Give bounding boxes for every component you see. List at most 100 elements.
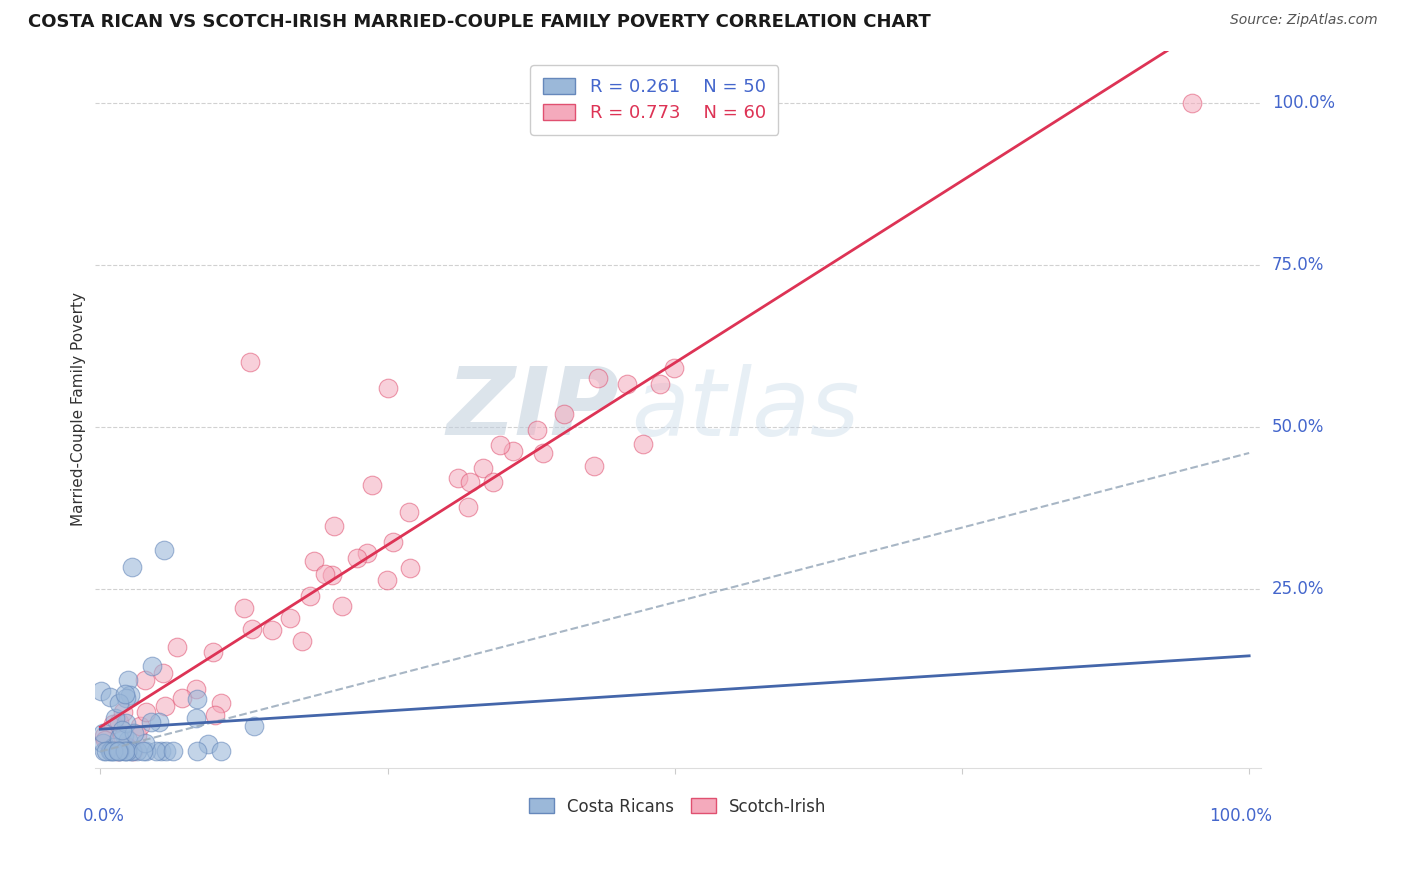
Scotch-Irish	[346, 550, 368, 565]
Scotch-Irish	[105, 742, 128, 756]
Scotch-Irish	[122, 744, 145, 758]
Scotch-Irish	[631, 437, 654, 451]
Costa Ricans	[114, 690, 136, 705]
Costa Ricans	[121, 559, 143, 574]
Scotch-Irish	[152, 665, 174, 680]
Scotch-Irish	[375, 573, 398, 587]
Scotch-Irish	[115, 740, 138, 755]
Scotch-Irish	[111, 706, 134, 720]
Costa Ricans	[108, 696, 131, 710]
Text: 25.0%: 25.0%	[1272, 581, 1324, 599]
Scotch-Irish	[209, 696, 232, 710]
Scotch-Irish	[583, 458, 606, 473]
Scotch-Irish	[457, 500, 479, 514]
Costa Ricans	[108, 731, 131, 745]
Scotch-Irish	[170, 691, 193, 706]
Costa Ricans	[100, 744, 122, 758]
Scotch-Irish	[586, 371, 609, 385]
Costa Ricans	[184, 711, 207, 725]
Costa Ricans	[141, 715, 163, 730]
Costa Ricans	[117, 732, 139, 747]
Y-axis label: Married-Couple Family Poverty: Married-Couple Family Poverty	[72, 293, 86, 526]
Costa Ricans	[108, 744, 131, 758]
Costa Ricans	[145, 744, 167, 758]
Scotch-Irish	[531, 446, 554, 460]
Costa Ricans	[132, 744, 155, 758]
Costa Ricans	[124, 726, 146, 740]
Scotch-Irish	[616, 376, 638, 391]
Scotch-Irish	[482, 475, 505, 490]
Costa Ricans	[111, 723, 134, 737]
Costa Ricans	[120, 688, 142, 702]
Costa Ricans	[141, 659, 163, 673]
Scotch-Irish	[662, 361, 685, 376]
Costa Ricans	[209, 744, 232, 758]
Scotch-Irish	[298, 590, 321, 604]
Scotch-Irish	[322, 519, 344, 533]
Scotch-Irish	[94, 733, 117, 747]
Costa Ricans	[112, 728, 135, 742]
Scotch-Irish	[134, 673, 156, 687]
Text: 100.0%: 100.0%	[1209, 807, 1272, 825]
Costa Ricans	[150, 744, 173, 758]
Scotch-Irish	[398, 505, 420, 519]
Scotch-Irish	[166, 640, 188, 655]
Text: 100.0%: 100.0%	[1272, 94, 1334, 112]
Scotch-Irish	[291, 634, 314, 648]
Scotch-Irish	[377, 381, 399, 395]
Costa Ricans	[117, 744, 139, 758]
Scotch-Irish	[489, 437, 512, 451]
Scotch-Irish	[382, 534, 405, 549]
Scotch-Irish	[262, 624, 284, 638]
Scotch-Irish	[232, 600, 254, 615]
Costa Ricans	[197, 737, 219, 751]
Scotch-Irish	[356, 546, 378, 560]
Scotch-Irish	[321, 568, 343, 582]
Scotch-Irish	[398, 560, 420, 574]
Legend: Costa Ricans, Scotch-Irish: Costa Ricans, Scotch-Irish	[520, 789, 835, 824]
Scotch-Irish	[330, 599, 353, 614]
Scotch-Irish	[304, 554, 326, 568]
Text: COSTA RICAN VS SCOTCH-IRISH MARRIED-COUPLE FAMILY POVERTY CORRELATION CHART: COSTA RICAN VS SCOTCH-IRISH MARRIED-COUP…	[28, 13, 931, 31]
Costa Ricans	[107, 744, 129, 758]
Text: ZIP: ZIP	[447, 363, 619, 455]
Costa Ricans	[115, 715, 138, 730]
Scotch-Irish	[239, 355, 262, 369]
Costa Ricans	[94, 744, 117, 758]
Scotch-Irish	[1181, 95, 1204, 110]
Scotch-Irish	[153, 698, 176, 713]
Costa Ricans	[120, 744, 142, 758]
Scotch-Irish	[314, 566, 336, 581]
Costa Ricans	[103, 744, 125, 758]
Costa Ricans	[155, 744, 177, 758]
Scotch-Irish	[361, 477, 384, 491]
Text: 75.0%: 75.0%	[1272, 256, 1324, 274]
Scotch-Irish	[201, 645, 224, 659]
Costa Ricans	[104, 711, 127, 725]
Costa Ricans	[134, 736, 156, 750]
Text: atlas: atlas	[631, 364, 859, 455]
Costa Ricans	[90, 683, 112, 698]
Scotch-Irish	[471, 461, 494, 475]
Costa Ricans	[121, 744, 143, 758]
Costa Ricans	[114, 687, 136, 701]
Costa Ricans	[107, 744, 129, 758]
Scotch-Irish	[278, 611, 301, 625]
Costa Ricans	[91, 726, 114, 740]
Scotch-Irish	[135, 705, 157, 719]
Scotch-Irish	[553, 407, 575, 421]
Costa Ricans	[98, 744, 121, 758]
Costa Ricans	[148, 715, 170, 730]
Text: Source: ZipAtlas.com: Source: ZipAtlas.com	[1230, 13, 1378, 28]
Costa Ricans	[98, 690, 121, 704]
Text: 0.0%: 0.0%	[83, 807, 125, 825]
Costa Ricans	[152, 543, 174, 558]
Costa Ricans	[103, 744, 125, 758]
Text: 50.0%: 50.0%	[1272, 418, 1324, 436]
Scotch-Irish	[114, 739, 136, 753]
Costa Ricans	[162, 744, 184, 758]
Costa Ricans	[117, 673, 139, 688]
Scotch-Irish	[204, 707, 226, 722]
Scotch-Irish	[502, 443, 524, 458]
Scotch-Irish	[112, 743, 135, 757]
